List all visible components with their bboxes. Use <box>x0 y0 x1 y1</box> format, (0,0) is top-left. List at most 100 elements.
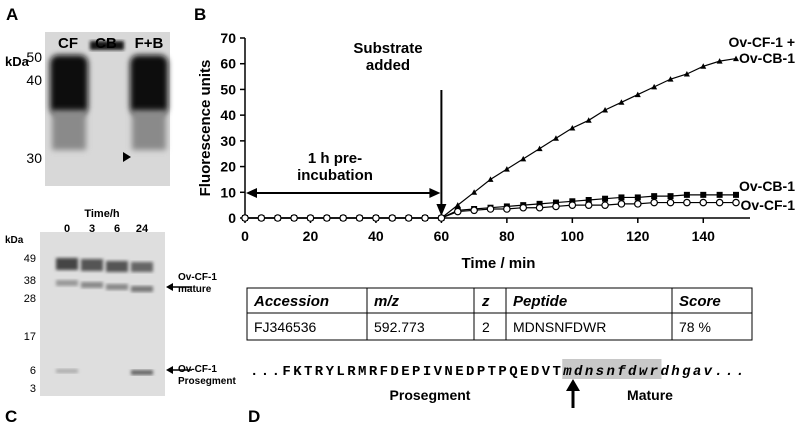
data-point <box>569 125 576 131</box>
peptide-sequence: mdnsnfdwr <box>562 364 660 380</box>
series-label: Ov-CB-1 <box>738 178 795 194</box>
arrowhead <box>246 188 257 198</box>
data-point <box>273 214 282 222</box>
table-cell: MDNSNFDWR <box>513 319 606 335</box>
prosegment-sequence: ...FKTRYLRMRFDEPIVNEDPTPQEDVT <box>250 364 563 380</box>
gel-time-label: Time/h <box>84 208 120 220</box>
data-point <box>732 198 740 207</box>
data-point <box>667 76 674 82</box>
data-point <box>454 202 461 208</box>
gel-band <box>106 261 128 272</box>
gel-band <box>81 282 103 288</box>
table-border <box>246 287 753 341</box>
gel-marker: 40 <box>26 72 42 88</box>
arrowhead <box>436 204 447 216</box>
sequence: ...FKTRYLRMRFDEPIVNEDPTPQEDVTmdnsnfdwrdh… <box>250 364 747 380</box>
x-tick-label: 0 <box>241 228 249 244</box>
data-point <box>323 214 331 222</box>
lane-label: F+B <box>135 35 164 52</box>
table-header: Accession <box>253 293 329 310</box>
data-point <box>355 214 364 222</box>
gel-band <box>131 370 153 375</box>
lane-label: CB <box>95 35 117 52</box>
x-tick-label: 80 <box>499 228 515 244</box>
data-point <box>602 195 609 202</box>
x-tick-label: 40 <box>368 228 384 244</box>
gel-marker: 17 <box>24 331 36 343</box>
gel-marker: 6 <box>30 365 36 377</box>
gel-band <box>90 41 124 50</box>
table-cell: FJ346536 <box>254 319 316 335</box>
y-tick-label: 50 <box>220 81 236 97</box>
data-point <box>569 198 576 205</box>
data-point <box>306 214 315 222</box>
arrowhead <box>123 152 131 162</box>
data-point <box>388 214 397 222</box>
data-point <box>700 63 707 69</box>
data-point <box>552 202 560 211</box>
line-chart: 0 10 20 30 40 50 60 70 0 20 40 60 80 100 120 140 Time / … <box>197 30 750 272</box>
x-tick-label: 100 <box>561 228 585 244</box>
arrowhead <box>566 379 580 391</box>
y-tick-label: 60 <box>220 56 236 72</box>
y-tick-label: 0 <box>228 210 236 226</box>
panel-label: C <box>5 407 17 426</box>
gel-band <box>130 55 168 115</box>
data-point <box>471 189 478 195</box>
data-point <box>618 99 625 105</box>
data-point <box>339 214 348 222</box>
data-point <box>601 201 609 209</box>
series-label: Ov-CF-1 <box>740 197 795 213</box>
data-point <box>683 191 690 198</box>
data-point <box>666 198 675 207</box>
x-axis-label: Time / min <box>462 255 536 272</box>
x-tick-label: 140 <box>692 228 716 244</box>
data-point <box>585 197 592 203</box>
data-point <box>683 71 690 77</box>
series-line <box>245 57 737 219</box>
gel-band <box>81 259 103 271</box>
data-point <box>733 191 739 198</box>
y-tick-label: 10 <box>220 184 236 200</box>
panel-label: B <box>194 5 206 24</box>
table-cell: 78 % <box>679 319 711 335</box>
gel-marker: 50 <box>26 49 42 65</box>
gel-unit: kDa <box>5 235 24 246</box>
data-point <box>519 203 528 212</box>
gel-marker: 30 <box>26 150 42 166</box>
panel-label: D <box>248 407 260 426</box>
data-point <box>536 200 543 207</box>
gel-band <box>50 55 88 115</box>
peptide-highlight <box>562 359 662 379</box>
data-point <box>634 194 641 201</box>
gel-marker: 38 <box>24 275 36 287</box>
lane-label: CF <box>58 35 78 52</box>
table-header: m/z <box>374 293 400 310</box>
gel-band <box>106 284 128 290</box>
data-point <box>453 207 462 216</box>
lane-label: 0 <box>64 223 70 235</box>
data-point <box>290 214 298 222</box>
series-label: Ov-CF-1 + Ov-CB-1 <box>728 34 795 67</box>
table-header: Peptide <box>513 293 567 310</box>
data-point <box>633 200 642 208</box>
gel-marker: 28 <box>24 293 36 305</box>
x-tick-label: 20 <box>303 228 319 244</box>
data-point <box>700 191 707 198</box>
gel-band <box>56 258 78 270</box>
data-point <box>470 206 478 215</box>
gel-c <box>40 232 192 396</box>
data-point <box>241 214 249 222</box>
mature-sequence: dhgav... <box>660 364 746 380</box>
x-tick-label: 60 <box>434 228 450 244</box>
gel-a <box>45 32 170 186</box>
data-point <box>552 135 559 141</box>
table <box>246 287 753 341</box>
data-point <box>650 198 658 207</box>
data-point <box>602 107 609 113</box>
table-cell: 592.773 <box>374 319 425 335</box>
y-tick-label: 30 <box>220 133 236 149</box>
gel-band <box>56 280 78 286</box>
